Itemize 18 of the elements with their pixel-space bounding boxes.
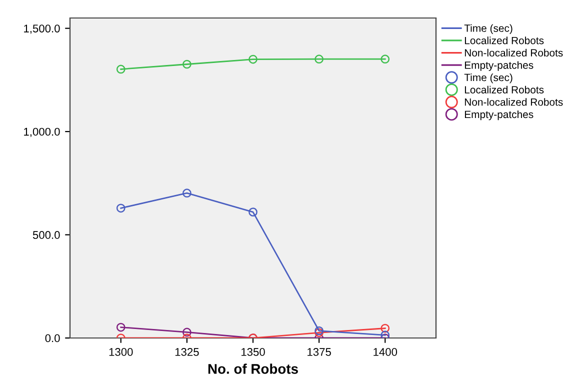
text: Empty-patches (464, 61, 534, 71)
y-tick-label: 1,500.0 (24, 24, 60, 34)
text: Time (sec) (464, 24, 512, 34)
text: Non-localized Robots (464, 48, 563, 57)
x-tick-label: 1350 (241, 348, 265, 356)
x-tick-label: 1300 (109, 348, 133, 356)
y-tick-label: 500.0 (32, 231, 60, 239)
y-tick-label: 1,000.0 (24, 128, 60, 137)
y-tick-label: 0.0 (45, 334, 60, 342)
x-axis-title: No. of Robots (208, 364, 298, 374)
legend-label: Time (sec) (464, 74, 512, 84)
x-tick-label: 1375 (308, 348, 331, 356)
legend-label: Localized Robots (464, 36, 544, 44)
text: Localized Robots (464, 86, 544, 94)
legend-label: Non-localized Robots (464, 98, 563, 106)
x-tick-label: 1400 (374, 348, 398, 356)
x-tick-label: 1325 (175, 348, 199, 356)
legend-label: Empty-patches (464, 110, 534, 120)
